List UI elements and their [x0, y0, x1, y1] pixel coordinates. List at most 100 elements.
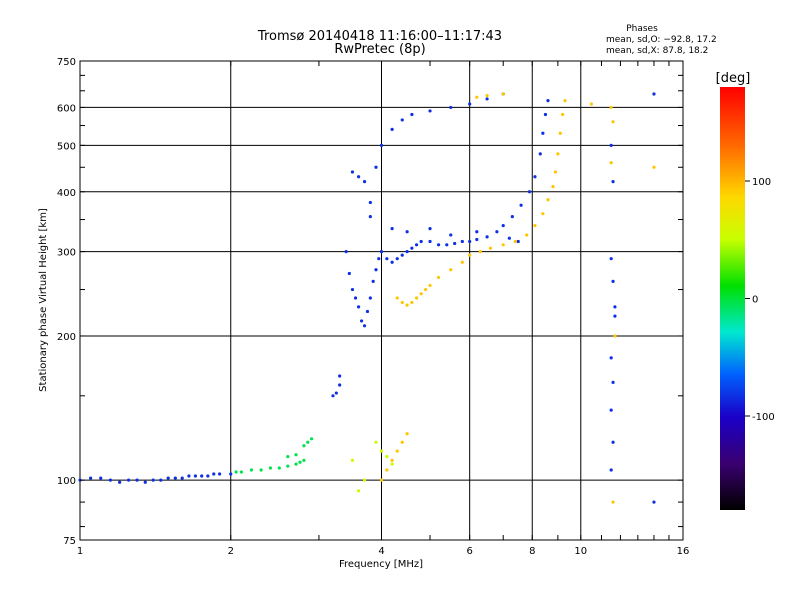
data-point — [286, 464, 290, 468]
data-point — [449, 233, 453, 237]
colorbar-label: [deg] — [716, 71, 751, 86]
data-point — [277, 466, 281, 470]
data-point — [652, 500, 656, 504]
y-tick-label: 600 — [57, 103, 76, 114]
data-point — [613, 305, 617, 309]
data-point — [501, 223, 505, 228]
data-point — [212, 472, 216, 476]
data-point — [478, 250, 482, 254]
data-point — [410, 246, 414, 250]
x-tick-label: 8 — [529, 546, 535, 557]
data-point — [436, 243, 441, 247]
data-point — [365, 309, 370, 314]
y-tick-label: 75 — [63, 536, 76, 547]
data-point — [379, 478, 384, 482]
data-point — [652, 92, 656, 96]
colorbar-tick-label: -100 — [752, 412, 775, 423]
data-point — [379, 449, 384, 453]
data-point — [449, 268, 453, 272]
x-tick-label: 6 — [466, 546, 472, 557]
data-point — [239, 470, 243, 474]
data-point — [611, 279, 615, 283]
data-point — [613, 334, 617, 338]
data-point — [400, 300, 404, 305]
data-point — [350, 458, 355, 462]
data-point — [436, 275, 441, 280]
data-point — [414, 296, 419, 300]
data-point — [485, 235, 489, 239]
data-point — [553, 170, 558, 174]
data-point — [449, 105, 453, 110]
data-point — [294, 453, 298, 457]
data-point — [525, 233, 529, 237]
data-point — [368, 296, 372, 300]
data-point — [166, 476, 170, 480]
phase-legend-title: Phases — [626, 24, 658, 34]
data-point — [558, 131, 562, 135]
y-tick-label: 200 — [57, 332, 76, 343]
data-point — [362, 324, 367, 328]
y-axis-label: Stationary phase Virtual Height [km] — [38, 208, 49, 392]
data-point — [428, 239, 432, 244]
data-point — [485, 97, 489, 101]
data-point — [390, 260, 394, 264]
data-point — [495, 230, 499, 234]
data-point — [268, 466, 273, 470]
data-point — [468, 239, 472, 244]
data-point — [533, 223, 537, 228]
data-point — [359, 319, 364, 323]
y-tick-label: 750 — [57, 57, 76, 68]
data-point — [302, 458, 306, 462]
data-point — [609, 408, 613, 412]
data-point — [159, 478, 163, 482]
data-point — [385, 454, 389, 459]
data-point — [501, 92, 505, 96]
phase-legend-o: mean, sd,O: −92.8, 17.2 — [606, 35, 717, 45]
data-point — [460, 260, 464, 264]
data-point — [302, 444, 306, 448]
data-point — [405, 230, 409, 234]
data-point — [611, 380, 615, 384]
data-point — [609, 356, 613, 360]
data-point — [546, 198, 550, 202]
data-point — [193, 474, 198, 478]
colorbar-ticks: 100 0 -100 — [745, 177, 775, 423]
data-point — [118, 480, 122, 484]
colorbar-tick-label: 0 — [752, 295, 758, 306]
data-point — [368, 200, 372, 205]
data-point — [453, 241, 457, 246]
data-point — [374, 440, 378, 444]
data-point — [385, 257, 389, 261]
data-point — [611, 500, 615, 504]
data-point — [200, 474, 204, 478]
data-point — [309, 437, 314, 441]
data-point — [501, 243, 505, 247]
data-point — [445, 243, 449, 247]
data-point — [419, 239, 423, 244]
data-point — [395, 296, 399, 300]
data-point — [475, 230, 479, 234]
data-point — [405, 432, 409, 436]
data-point — [611, 120, 615, 124]
data-point — [556, 152, 560, 156]
colorbar-tick-label: 100 — [752, 177, 771, 188]
data-point — [428, 227, 432, 231]
data-point — [173, 476, 177, 480]
data-point — [390, 458, 394, 462]
plot-area — [78, 60, 684, 541]
data-point — [507, 236, 511, 240]
data-point — [126, 478, 131, 482]
y-tick-label: 500 — [57, 141, 76, 152]
data-point — [234, 470, 238, 474]
x-tick-label: 1 — [77, 546, 83, 557]
data-points — [78, 92, 656, 504]
data-point — [350, 287, 355, 292]
data-point — [347, 271, 351, 276]
chart-title: Tromsø 20140418 11:16:00–11:17:43 — [257, 29, 502, 44]
data-point — [475, 237, 479, 242]
data-point — [611, 180, 615, 184]
data-point — [609, 143, 613, 147]
data-point — [353, 296, 358, 300]
data-point — [89, 476, 93, 480]
data-point — [187, 474, 191, 478]
